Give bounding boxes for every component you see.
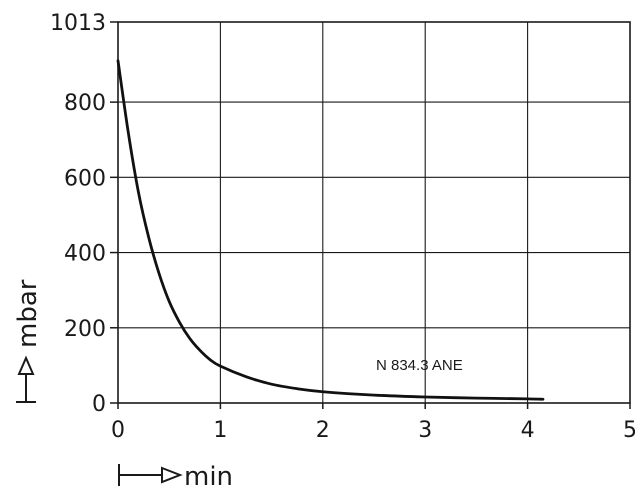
x-axis-label-group: min <box>118 462 233 492</box>
y-axis-label-group: mbar <box>13 279 43 403</box>
y-axis-label: mbar <box>13 279 43 348</box>
x-tick-label: 2 <box>316 418 330 443</box>
y-tick-label: 800 <box>64 91 106 116</box>
model-annotation: N 834.3 ANE <box>376 357 463 374</box>
x-axis-label: min <box>184 462 233 492</box>
series-layer <box>116 59 545 401</box>
y-tick-labels: 0 200 400 600 800 1013 <box>50 11 118 417</box>
y-tick-label: 200 <box>64 317 106 342</box>
plot-frame <box>117 21 631 404</box>
x-tick-labels: 0 1 2 3 4 5 <box>111 403 635 443</box>
x-tick-label: 0 <box>111 418 125 443</box>
x-tick-label: 4 <box>521 418 535 443</box>
y-tick-label: 600 <box>64 166 106 191</box>
y-axis-arrow-head-icon <box>17 355 35 375</box>
plot-area-border <box>117 21 631 404</box>
x-tick-label: 3 <box>418 418 432 443</box>
x-tick-label: 5 <box>623 418 635 443</box>
y-tick-label: 400 <box>64 242 106 267</box>
x-tick-label: 1 <box>213 418 227 443</box>
y-tick-label: 1013 <box>50 11 106 36</box>
y-tick-label: 0 <box>92 392 106 417</box>
grid-lines <box>118 22 630 403</box>
series-line <box>116 59 545 401</box>
x-axis-arrow-head-icon <box>161 466 183 484</box>
